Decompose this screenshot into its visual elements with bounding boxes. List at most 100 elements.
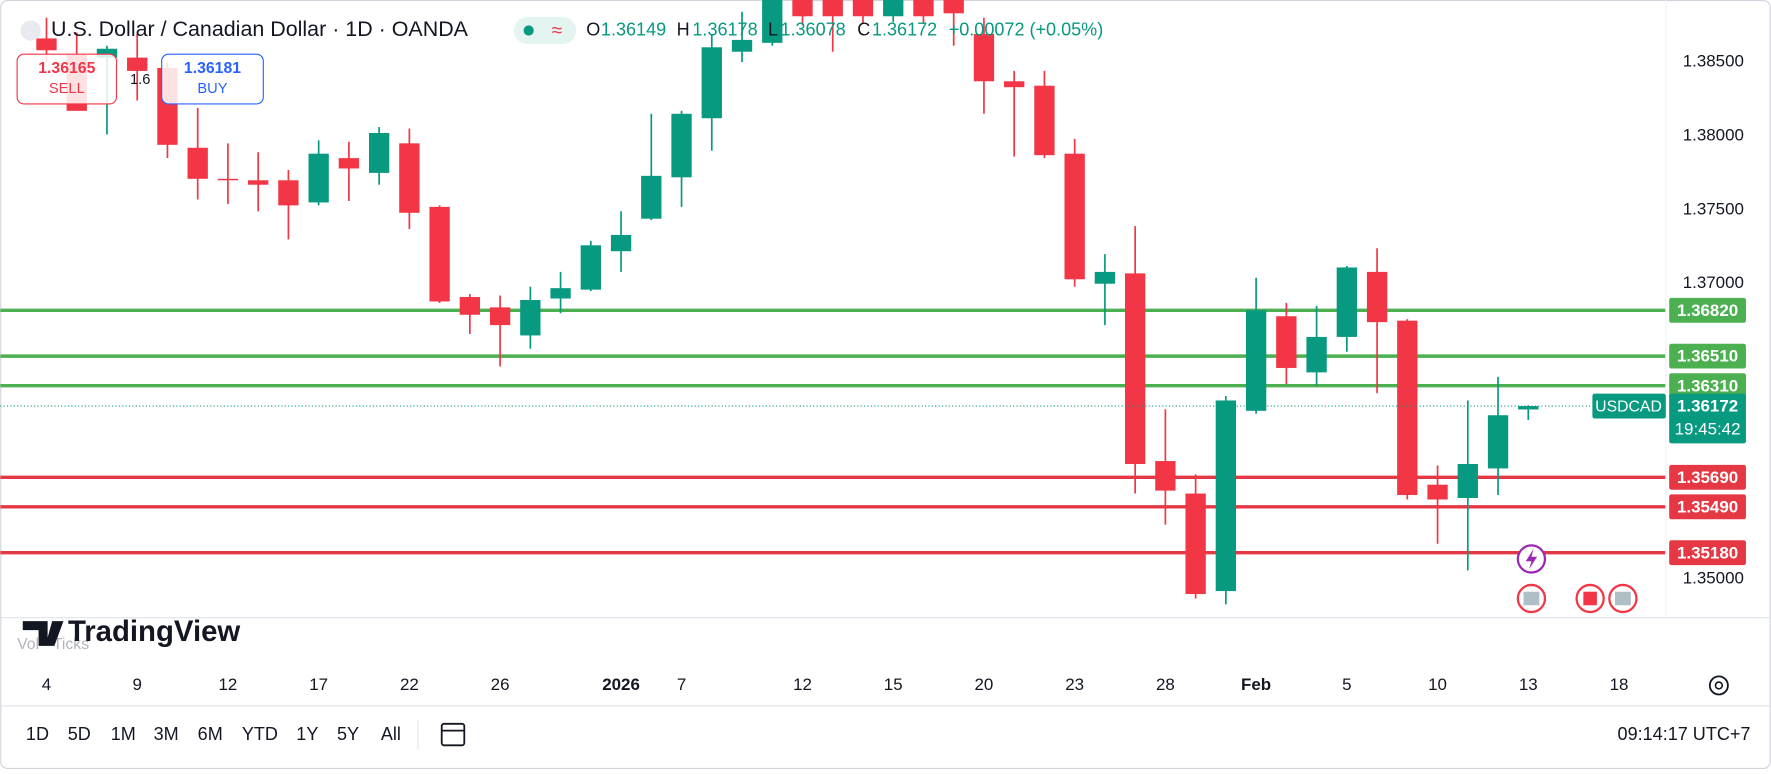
- level-label: 1.36510: [1677, 347, 1738, 366]
- candle-body: [36, 38, 57, 51]
- range-button[interactable]: 6M: [198, 724, 223, 744]
- trade-buttons: 1.36165 SELL 1.6 1.36181 BUY: [16, 53, 264, 105]
- y-tick-label: 1.38500: [1683, 52, 1744, 71]
- toolbar: 09:14:17 UTC+7 1D 5D 1M 3M 6M YTD 1Y 5Y All: [26, 720, 1751, 750]
- range-button[interactable]: YTD: [242, 724, 278, 744]
- market-open-dot: [523, 25, 534, 36]
- logo-mark: [22, 621, 64, 646]
- candle-body: [278, 180, 299, 206]
- x-tick-label: 10: [1428, 675, 1447, 694]
- level-label: 1.35180: [1677, 543, 1738, 562]
- range-button[interactable]: 1Y: [296, 724, 318, 744]
- symbol-tag: [1592, 393, 1666, 419]
- candle-body: [852, 0, 874, 17]
- symbol-title[interactable]: U.S. Dollar / Canadian Dollar · 1D · OAN…: [51, 17, 469, 41]
- candle-body: [943, 0, 964, 14]
- x-tick-label: 12: [793, 675, 812, 694]
- buy-label: BUY: [197, 81, 227, 97]
- candle-body: [1034, 85, 1055, 156]
- candle-body: [913, 0, 934, 17]
- price-label: 1.36172: [1677, 397, 1738, 416]
- symbol-label: USDCAD: [1595, 398, 1662, 415]
- flag-fill: [1614, 591, 1631, 606]
- candle-body: [1457, 464, 1478, 498]
- candle-body: [883, 0, 904, 17]
- level-label: 1.35490: [1677, 497, 1738, 516]
- level-label: 1.36310: [1677, 376, 1738, 395]
- change: +0.00072 (+0.05%): [949, 19, 1104, 39]
- level-label: 1.35690: [1677, 468, 1738, 487]
- level-tag: [1669, 343, 1746, 369]
- range-button[interactable]: 1D: [26, 724, 49, 744]
- candle-body: [671, 113, 692, 178]
- candle-body: [1124, 273, 1146, 465]
- x-tick-label: 7: [677, 675, 686, 694]
- ohlc-value: 1.36178: [692, 19, 757, 39]
- candle-body: [580, 245, 601, 290]
- candle-body: [127, 57, 148, 71]
- candle-body: [1064, 153, 1085, 280]
- buy-button[interactable]: [161, 53, 264, 105]
- candle-body: [217, 178, 239, 181]
- candle-body: [399, 143, 420, 213]
- buy-price: 1.36181: [184, 60, 241, 77]
- candle-body: [701, 47, 722, 119]
- x-tick-label: 20: [975, 675, 994, 694]
- status-pill[interactable]: [513, 16, 577, 45]
- y-tick-label: 1.35000: [1683, 569, 1744, 588]
- ohlc-value: 1.36172: [872, 19, 937, 39]
- symbol-flag: [20, 20, 41, 41]
- candle-body: [248, 180, 269, 185]
- x-tick-label: 13: [1519, 675, 1538, 694]
- range-button[interactable]: 3M: [154, 724, 179, 744]
- y-tick-label: 1.38000: [1683, 125, 1744, 144]
- price-tag: [1669, 393, 1746, 444]
- date-range-button[interactable]: [440, 722, 466, 747]
- candle-body: [1155, 461, 1176, 491]
- sell-label: SELL: [49, 81, 85, 97]
- x-tick-label: 23: [1065, 675, 1084, 694]
- spread: 1.6: [130, 72, 150, 88]
- sell-button[interactable]: [16, 53, 118, 105]
- event-icons: [1516, 544, 1638, 614]
- range-button[interactable]: All: [381, 724, 401, 744]
- range-button[interactable]: 5D: [68, 724, 91, 744]
- x-tick-label: 15: [884, 675, 903, 694]
- candle-body: [1094, 271, 1116, 284]
- x-tick-label: 5: [1342, 675, 1351, 694]
- candle-body: [1518, 406, 1539, 410]
- candle-body: [550, 288, 571, 299]
- logo: TradingView: [68, 615, 240, 648]
- axes: 1.38500 1.38000 1.37500 1.37000 1.35000 4 9 12 1…: [42, 52, 1746, 694]
- range-button[interactable]: 1M: [111, 724, 136, 744]
- candle-body: [308, 153, 329, 203]
- candle-body: [610, 234, 632, 252]
- level-tag: [1669, 464, 1746, 490]
- ohlc-label: O: [586, 19, 600, 39]
- ohlc-label: C: [857, 19, 870, 39]
- status-icon: ≈: [552, 21, 563, 42]
- y-tick-label: 1.37000: [1683, 273, 1744, 292]
- candle-body: [338, 158, 360, 169]
- candle-body: [1276, 316, 1297, 368]
- candle-body: [762, 0, 783, 43]
- level-tag: [1669, 540, 1746, 566]
- candle-body: [973, 33, 995, 82]
- candle-body: [1245, 310, 1267, 411]
- lightning: [1525, 548, 1538, 570]
- candle-body: [1427, 484, 1448, 500]
- x-tick-label: 2026: [602, 675, 640, 694]
- x-tick-label: 17: [309, 675, 328, 694]
- candle-body: [1366, 271, 1388, 323]
- clock[interactable]: 09:14:17 UTC+7: [1618, 724, 1751, 744]
- branding: Vol · Ticks TradingView: [17, 615, 240, 653]
- flag-fill: [1523, 591, 1540, 606]
- candle-body: [1215, 400, 1237, 592]
- range-button[interactable]: 5Y: [337, 724, 359, 744]
- ohlc-label: L: [768, 19, 778, 39]
- ohlc-label: H: [677, 19, 690, 39]
- x-tick-label: 9: [132, 675, 141, 694]
- candle-body: [1336, 267, 1357, 337]
- settings-button[interactable]: [1708, 675, 1729, 696]
